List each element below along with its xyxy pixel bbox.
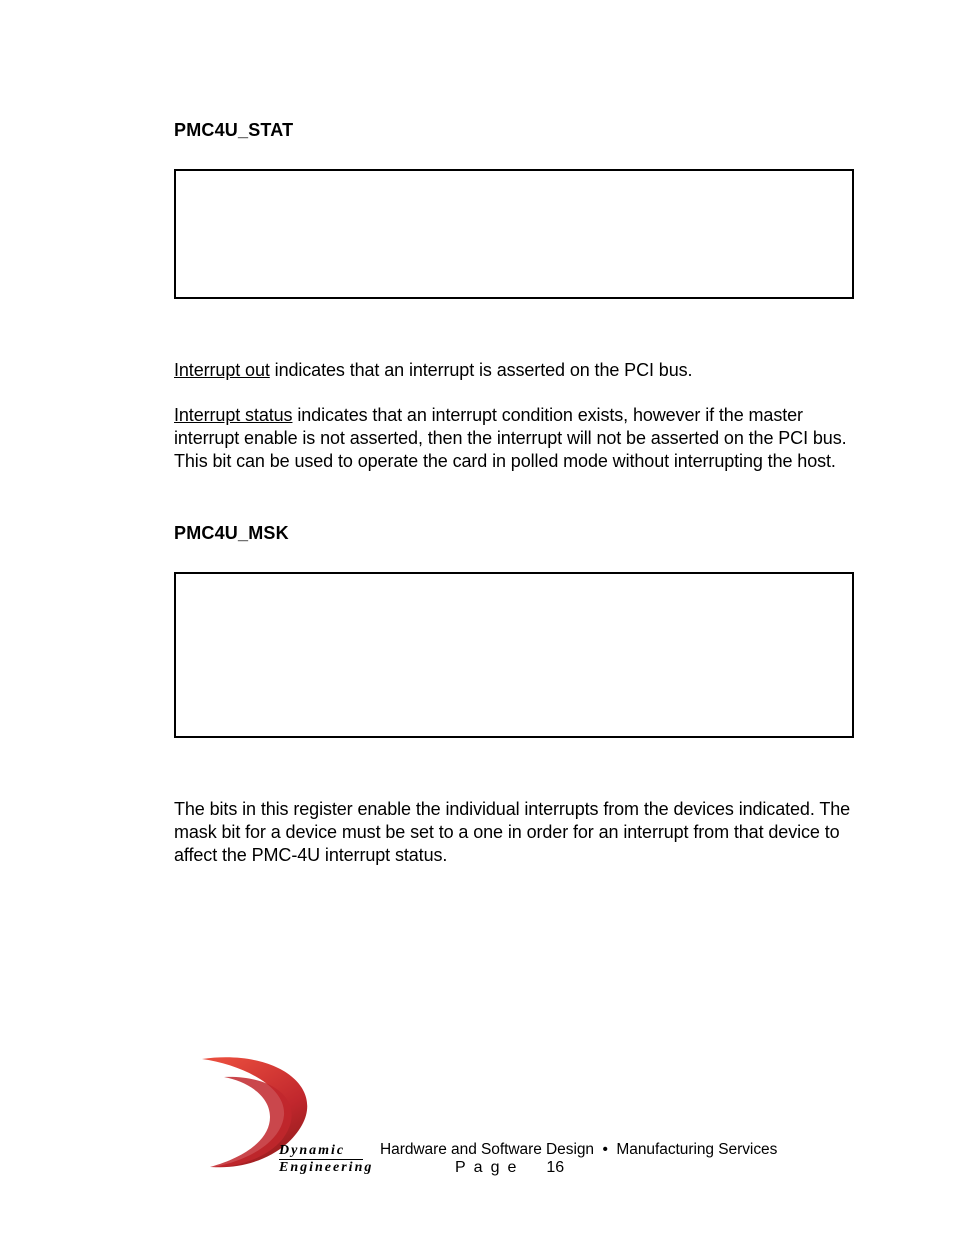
footer-tagline: Hardware and Software Design • Manufactu… — [380, 1141, 777, 1159]
term-interrupt-out: Interrupt out — [174, 360, 270, 380]
term-interrupt-status: Interrupt status — [174, 405, 292, 425]
stat-box — [174, 169, 854, 299]
msk-box — [174, 572, 854, 738]
page-label: Page — [455, 1159, 524, 1176]
logo-text-line1: Dynamic — [279, 1143, 363, 1160]
page-number: Page 16 — [455, 1159, 564, 1177]
logo-text-line2: Engineering — [279, 1160, 373, 1175]
text-interrupt-out: indicates that an interrupt is asserted … — [270, 360, 693, 380]
paragraph-mask-register: The bits in this register enable the ind… — [174, 798, 854, 867]
page-number-value: 16 — [546, 1159, 564, 1176]
section-heading-msk: PMC4U_MSK — [174, 523, 864, 544]
logo-text: Dynamic Engineering — [279, 1143, 373, 1176]
paragraph-interrupt-out: Interrupt out indicates that an interrup… — [174, 359, 854, 382]
section-heading-stat: PMC4U_STAT — [174, 120, 864, 141]
document-page: PMC4U_STAT Interrupt out indicates that … — [0, 0, 954, 1235]
tagline-left: Hardware and Software Design — [380, 1141, 594, 1158]
paragraph-interrupt-status: Interrupt status indicates that an inter… — [174, 404, 854, 473]
tagline-right: Manufacturing Services — [616, 1141, 777, 1158]
tagline-bullet: • — [603, 1141, 608, 1158]
